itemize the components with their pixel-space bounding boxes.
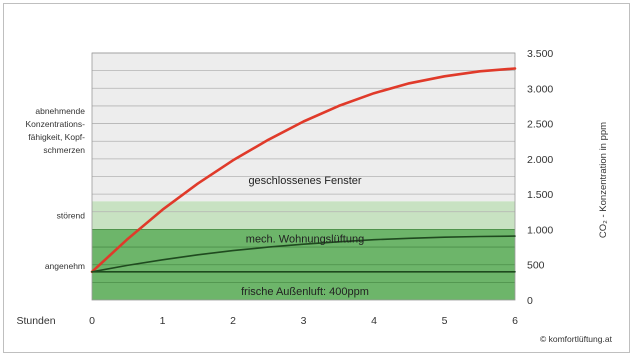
zone-label-0: Konzentrations- (25, 119, 85, 129)
x-tick-label: 4 (371, 315, 377, 327)
zone-label-0: abnehmende (35, 106, 85, 116)
x-axis-title: Stunden (16, 315, 55, 327)
series-line-0 (90, 67, 517, 274)
zone-label-2: angenehm (45, 261, 85, 271)
zone-label-0: fähigkeit, Kopf- (28, 132, 85, 142)
credit-text: © komfortlüftung.at (540, 334, 613, 344)
plot-border (91, 52, 516, 301)
zone-label-1: störend (57, 210, 86, 220)
x-tick-label: 0 (89, 315, 95, 327)
y-axis-title: CO₂ - Konzentration in ppm (598, 122, 609, 238)
series-label-2: frische Außenluft: 400ppm (241, 286, 369, 298)
x-tick-label: 3 (301, 315, 307, 327)
y-tick-label: 2.000 (527, 154, 553, 166)
y-tick-label: 3.500 (527, 48, 553, 60)
x-tick-label: 6 (512, 315, 518, 327)
zone-label-0: schmerzen (43, 145, 85, 155)
y-tick-label: 1.500 (527, 189, 553, 201)
y-tick-label: 2.500 (527, 119, 553, 131)
x-tick-label: 1 (160, 315, 166, 327)
x-tick-label: 5 (442, 315, 448, 327)
x-tick-label: 2 (230, 315, 236, 327)
chart-frame (3, 3, 630, 353)
band-0 (92, 201, 515, 230)
label-layer: 0 500 1.000 1.500 2.000 2.500 3.000 3.500 0 1 2 3 4 5… (25, 48, 553, 327)
y-tick-label: 3.000 (527, 83, 553, 95)
y-tick-label: 500 (527, 260, 545, 272)
y-tick-label: 0 (527, 295, 533, 307)
y-tick-label: 1.000 (527, 224, 553, 236)
series-line-1 (91, 235, 516, 273)
series-label-0: geschlossenes Fenster (248, 175, 361, 187)
grid-layer (91, 52, 516, 301)
series-label-1: mech. Wohnungslüftung (246, 234, 364, 246)
series-layer (90, 67, 517, 274)
